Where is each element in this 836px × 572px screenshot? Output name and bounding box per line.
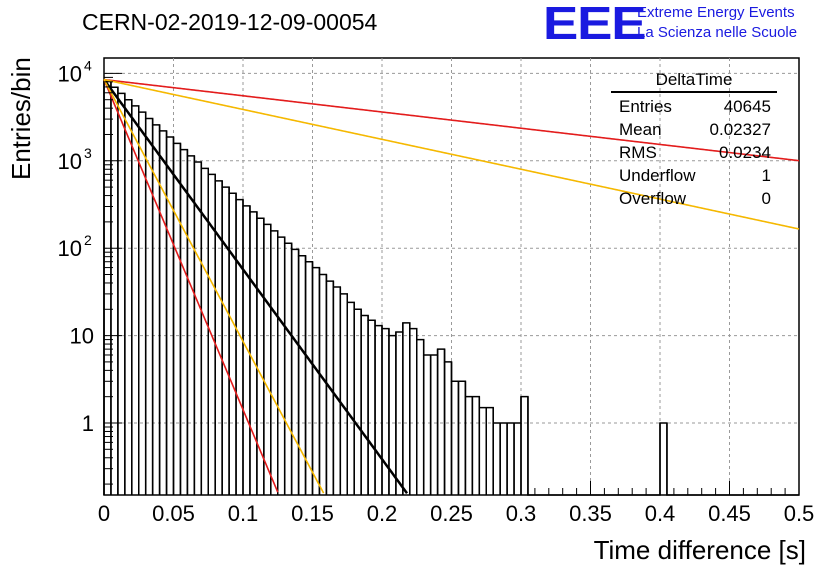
fit-curve-1 [103, 79, 279, 493]
y-axis-label: Entries/bin [6, 57, 36, 180]
y-tick-exponent: 3 [84, 145, 92, 161]
stats-row-mean: Mean 0.02327 [611, 118, 777, 141]
fit-curve-0 [102, 78, 409, 495]
stats-label: Overflow [619, 189, 687, 208]
stats-value: 0.0234 [719, 143, 771, 162]
stats-label: Underflow [619, 166, 696, 185]
stats-row-entries: Entries 40645 [611, 95, 777, 118]
stats-row-underflow: Underflow 1 [611, 164, 777, 187]
stats-label: Entries [619, 97, 672, 116]
fit-curves [102, 78, 800, 495]
x-tick-label: 0.2 [367, 501, 398, 526]
logo-subtitle-2: La Scienza nelle Scuole [637, 24, 798, 41]
x-tick-label: 0.25 [430, 501, 473, 526]
stats-value: 40645 [723, 97, 771, 116]
y-tick-label: 10 [70, 324, 94, 349]
x-tick-label: 0.15 [291, 501, 334, 526]
y-tick-exponent: 2 [84, 232, 92, 248]
x-tick-label: 0.3 [506, 501, 537, 526]
stats-label: Mean [619, 120, 662, 139]
fit-curve-3 [103, 78, 800, 162]
stats-row-rms: RMS 0.0234 [611, 141, 777, 164]
eee-logo: EEE [543, 0, 647, 49]
y-tick-exponent: 4 [84, 57, 92, 73]
logo-subtitle-1: Extreme Energy Events [637, 4, 795, 21]
x-axis: 0 0.05 0.1 0.15 0.2 0.25 0.3 0.35 0.4 0.45 0.5 [98, 481, 814, 526]
chart-title: CERN-02-2019-12-09-00054 [82, 9, 378, 35]
fit-curve-4 [103, 78, 800, 230]
stats-value: 1 [761, 166, 771, 185]
x-tick-label: 0.05 [152, 501, 195, 526]
histogram [103, 80, 799, 496]
stats-value: 0 [761, 189, 771, 208]
stats-label: RMS [619, 143, 657, 162]
x-tick-label: 0.5 [784, 501, 815, 526]
fit-curve-2 [103, 79, 325, 494]
x-tick-label: 0 [98, 501, 110, 526]
x-tick-label: 0.4 [645, 501, 676, 526]
y-tick-label: 1 [82, 411, 94, 436]
y-tick-label: 10 [58, 61, 82, 86]
stats-value: 0.02327 [709, 120, 771, 139]
x-tick-label: 0.45 [708, 501, 751, 526]
x-tick-label: 0.35 [569, 501, 612, 526]
stats-box: DeltaTime Entries 40645 Mean 0.02327 RMS… [611, 70, 777, 210]
x-axis-label: Time difference [s] [593, 535, 806, 565]
y-tick-label: 10 [58, 236, 82, 261]
stats-row-overflow: Overflow 0 [611, 187, 777, 210]
stats-title: DeltaTime [611, 70, 777, 93]
y-tick-label: 10 [58, 149, 82, 174]
x-tick-label: 0.1 [228, 501, 259, 526]
